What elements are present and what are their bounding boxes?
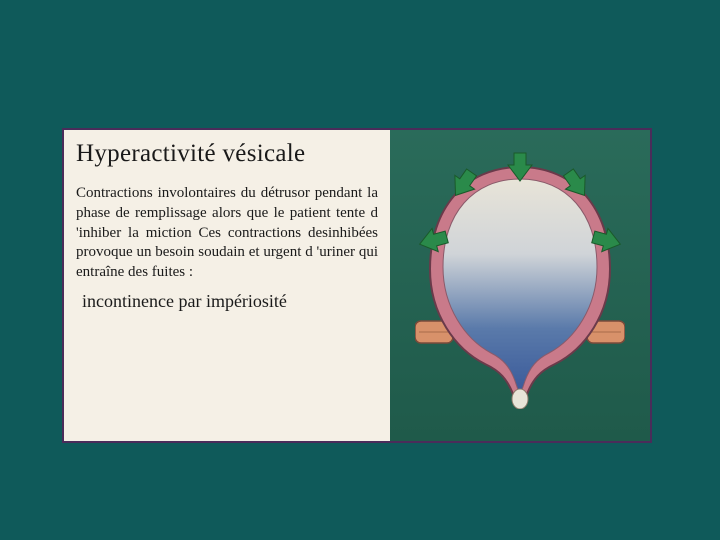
urethra-outlet (512, 389, 528, 409)
bladder-diagram (415, 149, 625, 409)
text-panel: Hyperactivité vésicale Contractions invo… (64, 130, 390, 441)
bladder-cavity (443, 179, 597, 393)
diagram-panel (390, 130, 650, 441)
slide-conclusion: incontinence par impériosité (76, 291, 378, 312)
slide-title: Hyperactivité vésicale (76, 140, 378, 168)
slide-body: Contractions involontaires du détrusor p… (76, 184, 378, 283)
slide-card: Hyperactivité vésicale Contractions invo… (62, 128, 652, 443)
